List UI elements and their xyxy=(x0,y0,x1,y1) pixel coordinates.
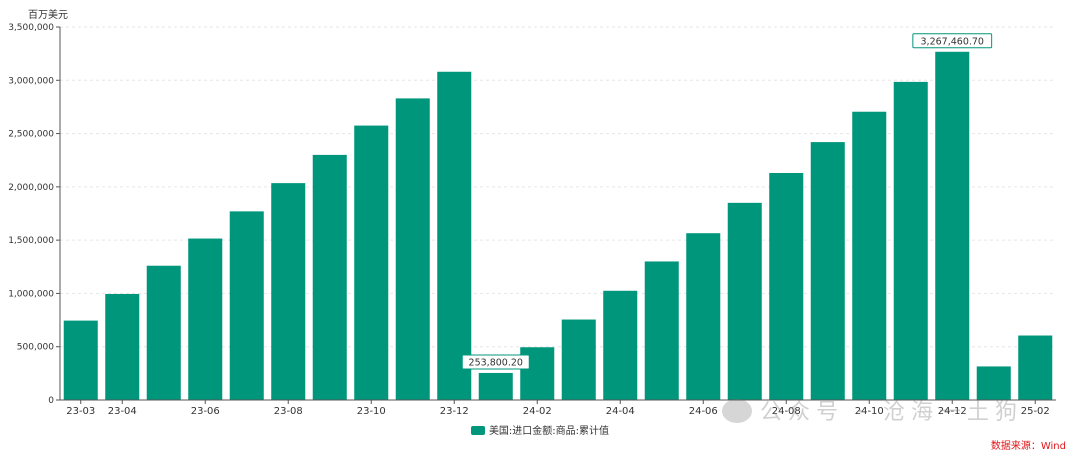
y-axis-unit-label: 百万美元 xyxy=(28,10,68,21)
bar-24-01[interactable] xyxy=(478,372,513,400)
bar-23-06[interactable] xyxy=(188,238,223,400)
bar-24-11[interactable] xyxy=(893,81,928,401)
bar-24-06[interactable] xyxy=(686,233,721,400)
annotation-label: 3,267,460.70 xyxy=(921,36,984,47)
y-tick-label: 1,500,000 xyxy=(8,236,54,246)
bar-23-07[interactable] xyxy=(229,211,264,400)
x-tick-label: 23-06 xyxy=(191,406,220,417)
watermark: 公众号 · 沧海一土狗 xyxy=(722,394,1023,426)
annotation-label: 253,800.20 xyxy=(469,357,523,368)
bar-24-03[interactable] xyxy=(561,319,596,400)
bar-24-04[interactable] xyxy=(603,290,638,400)
grid-lines xyxy=(60,26,1056,348)
bar-25-02[interactable] xyxy=(1018,335,1053,400)
x-tick-label: 23-12 xyxy=(440,406,469,417)
x-tick-label: 24-12 xyxy=(938,406,967,417)
bars xyxy=(63,51,1053,401)
y-tick-label: 500,000 xyxy=(17,343,54,353)
x-tick-label: 23-10 xyxy=(357,406,386,417)
x-tick-label: 25-02 xyxy=(1021,406,1050,417)
watermark-text: 公众号 · 沧海一土狗 xyxy=(760,400,1023,425)
legend-label: 美国:进口金额:商品:累计值 xyxy=(488,426,610,437)
x-tick-label: 24-04 xyxy=(606,406,635,417)
x-axis: 23-03 23-04 23-06 23-08 23-10 23-12 24-02 24-04… xyxy=(60,399,1056,417)
legend[interactable]: 美国:进口金额:商品:累计值 xyxy=(0,422,1080,437)
y-axis: 0 500,000 1,000,000 1,500,000 2,000,000 2,500… xyxy=(8,23,61,406)
x-tick-label: 23-08 xyxy=(274,406,303,417)
wechat-icon xyxy=(722,399,752,423)
bar-23-04[interactable] xyxy=(105,293,140,400)
x-tick-label: 24-06 xyxy=(689,406,718,417)
bar-24-05[interactable] xyxy=(644,261,679,400)
annotations: 253,800.20 3,267,460.70 xyxy=(461,33,993,370)
y-tick-label: 2,500,000 xyxy=(8,130,54,140)
bar-23-09[interactable] xyxy=(312,154,347,400)
bar-24-12[interactable] xyxy=(935,51,970,400)
x-tick-label: 24-10 xyxy=(855,406,884,417)
annotation-box xyxy=(912,33,993,49)
y-tick-label: 3,500,000 xyxy=(8,23,54,33)
bar-24-10[interactable] xyxy=(852,111,887,400)
bar-25-01[interactable] xyxy=(976,366,1011,400)
bar-24-07[interactable] xyxy=(727,202,762,400)
y-tick-label: 0 xyxy=(48,396,54,406)
annotation-box xyxy=(461,354,530,370)
data-source: 数据来源：Wind xyxy=(990,441,1066,452)
x-tick-label: 24-08 xyxy=(772,406,801,417)
x-tick-label: 24-02 xyxy=(523,406,552,417)
bar-23-11[interactable] xyxy=(395,98,430,400)
y-tick-label: 1,000,000 xyxy=(8,289,54,299)
y-tick-label: 3,000,000 xyxy=(8,76,54,86)
bar-23-10[interactable] xyxy=(354,125,389,400)
bar-23-03[interactable] xyxy=(63,320,98,400)
bar-23-05[interactable] xyxy=(146,265,181,400)
x-tick-label: 23-03 xyxy=(66,406,95,417)
x-tick-label: 23-04 xyxy=(108,406,137,417)
bar-23-12[interactable] xyxy=(437,71,472,400)
bar-24-09[interactable] xyxy=(810,142,845,400)
bar-23-08[interactable] xyxy=(271,183,306,400)
legend-swatch xyxy=(470,426,485,435)
y-tick-label: 2,000,000 xyxy=(8,183,54,193)
bar-24-08[interactable] xyxy=(769,173,804,400)
